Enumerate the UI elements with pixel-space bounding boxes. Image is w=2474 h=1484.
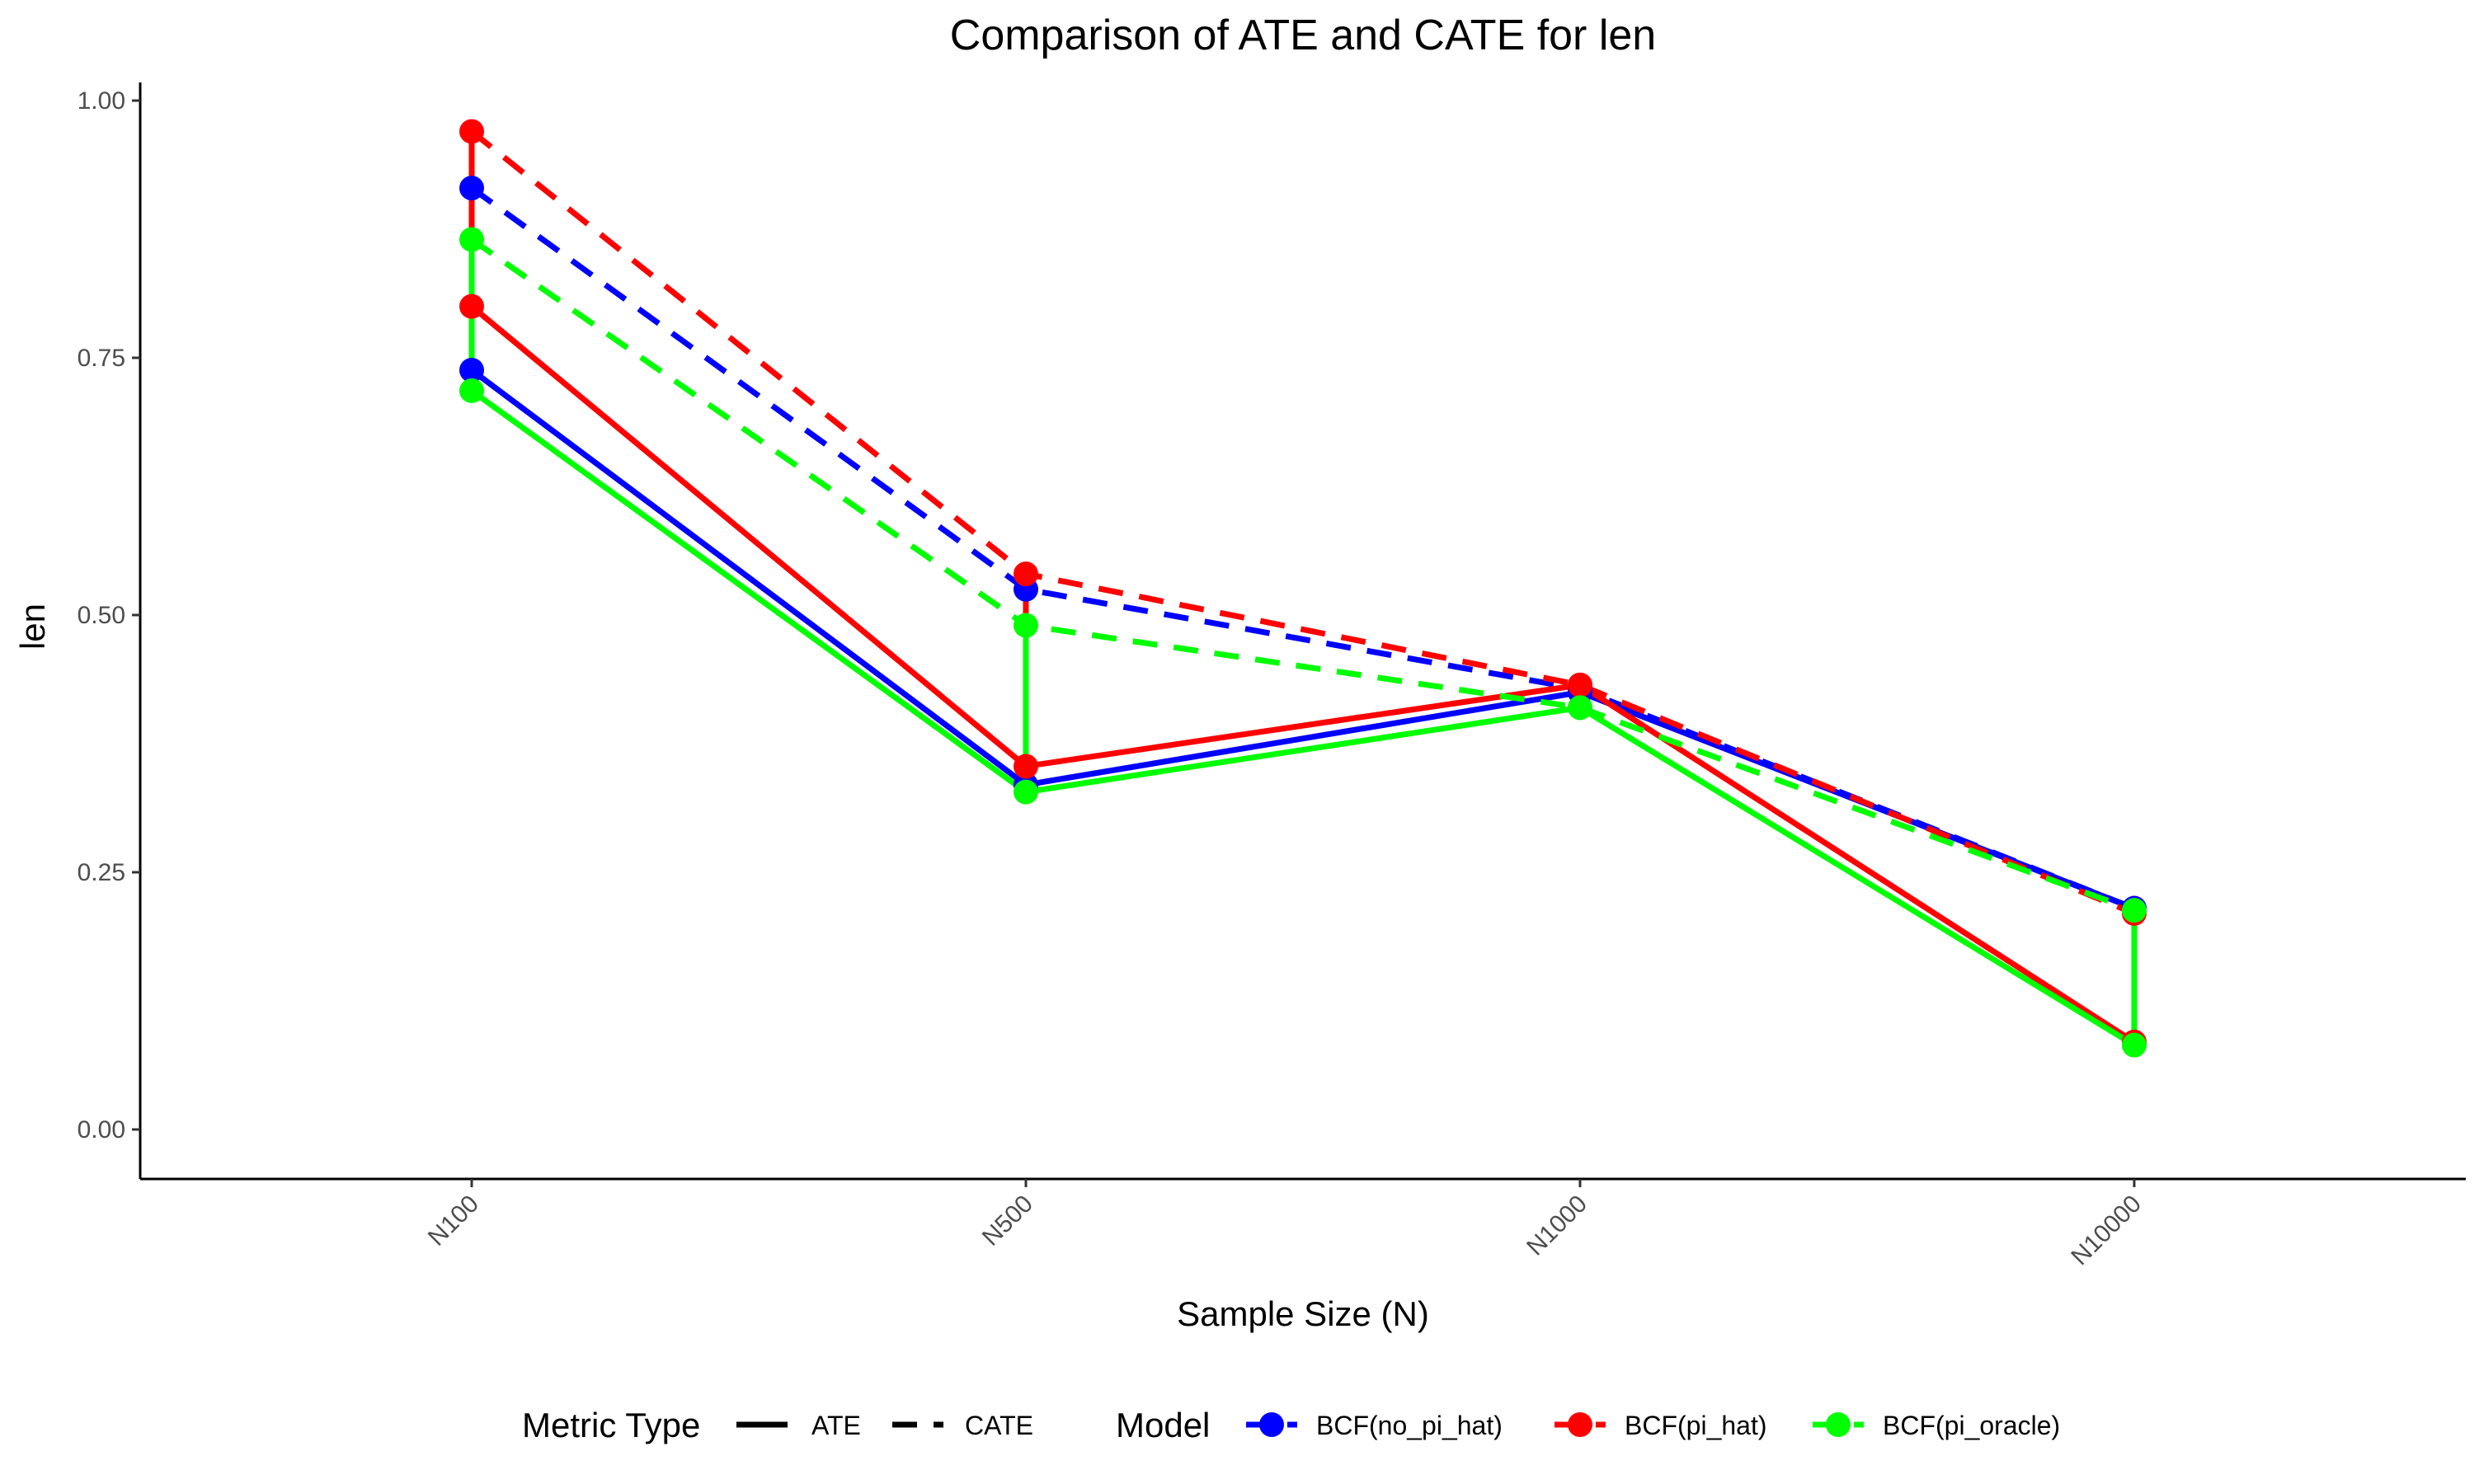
data-point [459, 294, 484, 319]
data-point [1014, 613, 1038, 638]
series-line [469, 186, 2136, 911]
data-point [1014, 779, 1038, 805]
legend-key-point [1568, 1412, 1592, 1437]
data-point [1014, 754, 1038, 779]
data-point [2122, 1032, 2147, 1058]
legend-label: BCF(pi_oracle) [1883, 1411, 2060, 1440]
plot-area: 0.00 0.25 0.50 0.75 1.00 N100 N500 N1000 N10000 [78, 82, 2466, 1270]
x-tick-label: N500 [977, 1190, 1038, 1252]
series-line [469, 237, 2136, 913]
y-tick-label: 0.00 [78, 1116, 125, 1144]
data-point [459, 378, 484, 403]
legend-title-model: Model [1116, 1406, 1210, 1444]
series-line [469, 129, 2136, 917]
data-point [2122, 898, 2147, 923]
x-axis-title: Sample Size (N) [1177, 1294, 1429, 1333]
y-axis-title: len [13, 603, 52, 650]
data-point [1568, 695, 1592, 721]
data-point [1568, 672, 1592, 697]
data-point [459, 119, 484, 144]
series-line [469, 303, 2136, 1045]
y-tick-label: 0.50 [78, 602, 125, 629]
x-tick-label: N10000 [2066, 1190, 2147, 1271]
chart-title: Comparison of ATE and CATE for len [950, 12, 1656, 59]
data-point [459, 357, 484, 383]
legend-label: BCF(pi_hat) [1625, 1411, 1767, 1440]
legend-label: ATE [811, 1411, 861, 1440]
legend-label: CATE [965, 1411, 1033, 1440]
legend-key-point [1826, 1412, 1851, 1437]
data-point [459, 227, 484, 252]
data-point [459, 176, 484, 201]
legend-label: BCF(no_pi_hat) [1316, 1411, 1503, 1440]
series-line [469, 388, 2136, 1048]
legend-title-metric: Metric Type [522, 1406, 700, 1444]
legend-key-point [1259, 1412, 1284, 1437]
legend: Metric Type ATE CATE Model BCF(no_pi_hat) BCF… [522, 1406, 2060, 1444]
data-point [1014, 561, 1038, 587]
y-tick-label: 1.00 [78, 87, 125, 115]
y-tick-label: 0.75 [78, 345, 125, 372]
y-tick-label: 0.25 [78, 859, 125, 886]
x-tick-label: N1000 [1522, 1190, 1592, 1261]
x-tick-label: N100 [423, 1190, 484, 1252]
